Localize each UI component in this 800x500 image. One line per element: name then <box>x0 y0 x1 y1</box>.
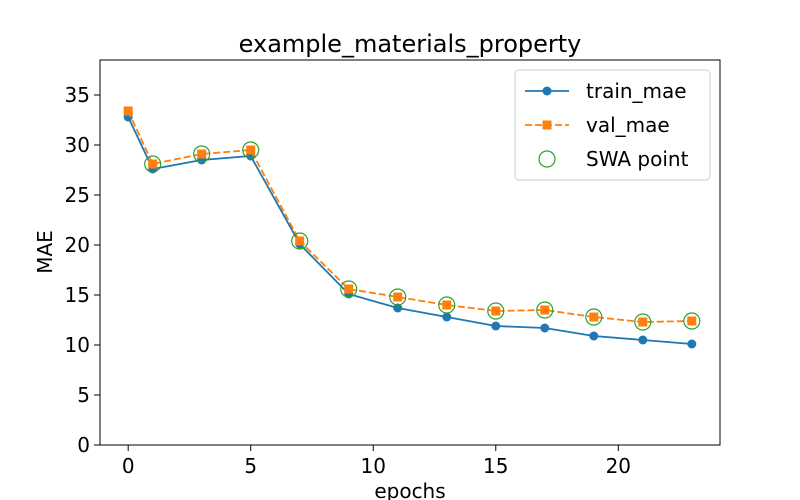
point-train-mae <box>638 335 648 345</box>
y-tick-label: 25 <box>65 183 90 207</box>
x-tick-label: 10 <box>361 454 386 478</box>
point-swa-point <box>340 280 358 298</box>
point-val-mae <box>442 300 452 310</box>
point-swa-point <box>291 232 309 250</box>
point-val-mae <box>589 312 599 322</box>
point-swa-point <box>389 288 407 306</box>
x-tick-label: 5 <box>244 454 257 478</box>
point-val-mae <box>148 159 158 169</box>
y-tick-label: 0 <box>77 433 90 457</box>
point-val-mae <box>638 317 648 327</box>
y-tick-label: 15 <box>65 283 90 307</box>
point-swa-point <box>144 155 162 173</box>
y-axis-label: MAE <box>33 230 57 274</box>
legend-marker-val-mae <box>542 120 552 130</box>
point-val-mae <box>246 145 256 155</box>
legend-marker-train-mae <box>542 86 552 96</box>
y-axis: 0 5 10 15 20 25 30 35 <box>65 83 100 457</box>
point-val-mae <box>393 292 403 302</box>
point-val-mae <box>491 306 501 316</box>
y-tick-label: 5 <box>77 383 90 407</box>
point-swa-point <box>242 141 260 159</box>
point-swa-point <box>683 312 701 330</box>
legend-label-train-mae: train_mae <box>586 79 687 103</box>
point-val-mae <box>197 149 207 159</box>
x-tick-label: 0 <box>122 454 135 478</box>
legend-box <box>514 69 711 181</box>
axes-frame <box>99 59 721 446</box>
point-val-mae <box>344 284 354 294</box>
point-val-mae <box>687 316 697 326</box>
plot-area <box>123 106 701 349</box>
point-train-mae <box>589 331 599 341</box>
x-tick-label: 15 <box>483 454 508 478</box>
legend: train_mae val_mae SWA point <box>514 69 711 181</box>
point-swa-point <box>585 308 603 326</box>
point-train-mae <box>540 323 550 333</box>
point-train-mae <box>491 321 501 331</box>
point-swa-point <box>536 301 554 319</box>
x-axis-label: epochs <box>374 479 445 500</box>
point-swa-point <box>634 313 652 331</box>
point-swa-point <box>193 145 211 163</box>
x-axis: 0 5 10 15 20 <box>122 445 631 478</box>
y-tick-label: 30 <box>65 133 90 157</box>
point-swa-point <box>487 302 505 320</box>
point-train-mae <box>687 339 697 349</box>
chart-title: example_materials_property <box>239 30 582 58</box>
y-tick-label: 35 <box>65 83 90 107</box>
point-val-mae <box>540 305 550 315</box>
point-train-mae <box>442 312 452 322</box>
point-val-mae <box>295 236 305 246</box>
point-swa-point <box>438 296 456 314</box>
legend-label-swa-point: SWA point <box>586 147 689 171</box>
point-train-mae <box>393 303 403 313</box>
legend-label-val-mae: val_mae <box>586 113 670 137</box>
point-val-mae <box>123 106 133 116</box>
y-tick-label: 10 <box>65 333 90 357</box>
legend-marker-swa-point <box>538 150 556 168</box>
x-tick-label: 20 <box>606 454 631 478</box>
y-tick-label: 20 <box>65 233 90 257</box>
